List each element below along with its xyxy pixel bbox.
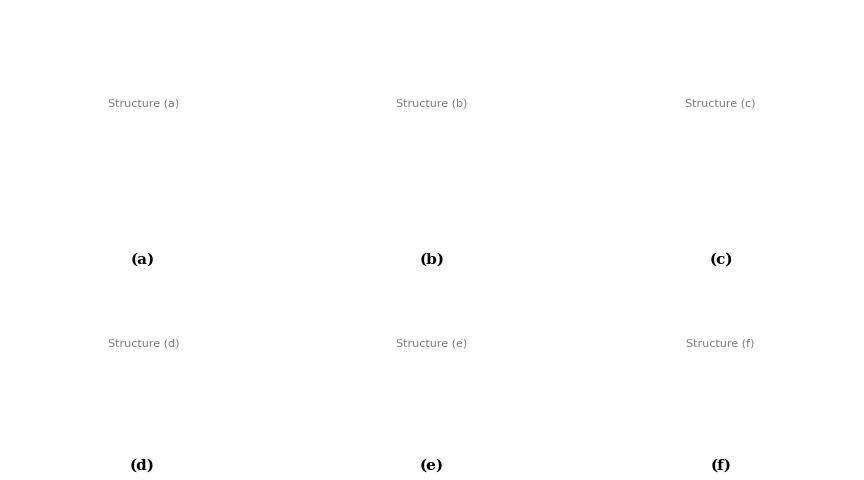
Text: Structure (a): Structure (a) (108, 98, 180, 108)
Text: (a): (a) (130, 252, 155, 266)
Text: (e): (e) (420, 458, 444, 473)
Text: (c): (c) (709, 252, 734, 266)
Text: Structure (b): Structure (b) (397, 98, 467, 108)
Text: (b): (b) (420, 252, 444, 266)
Text: Structure (f): Structure (f) (686, 338, 754, 348)
Text: (f): (f) (711, 458, 732, 473)
Text: (d): (d) (130, 458, 155, 473)
Text: Structure (d): Structure (d) (108, 338, 180, 348)
Text: Structure (e): Structure (e) (397, 338, 467, 348)
Text: Structure (c): Structure (c) (685, 98, 755, 108)
